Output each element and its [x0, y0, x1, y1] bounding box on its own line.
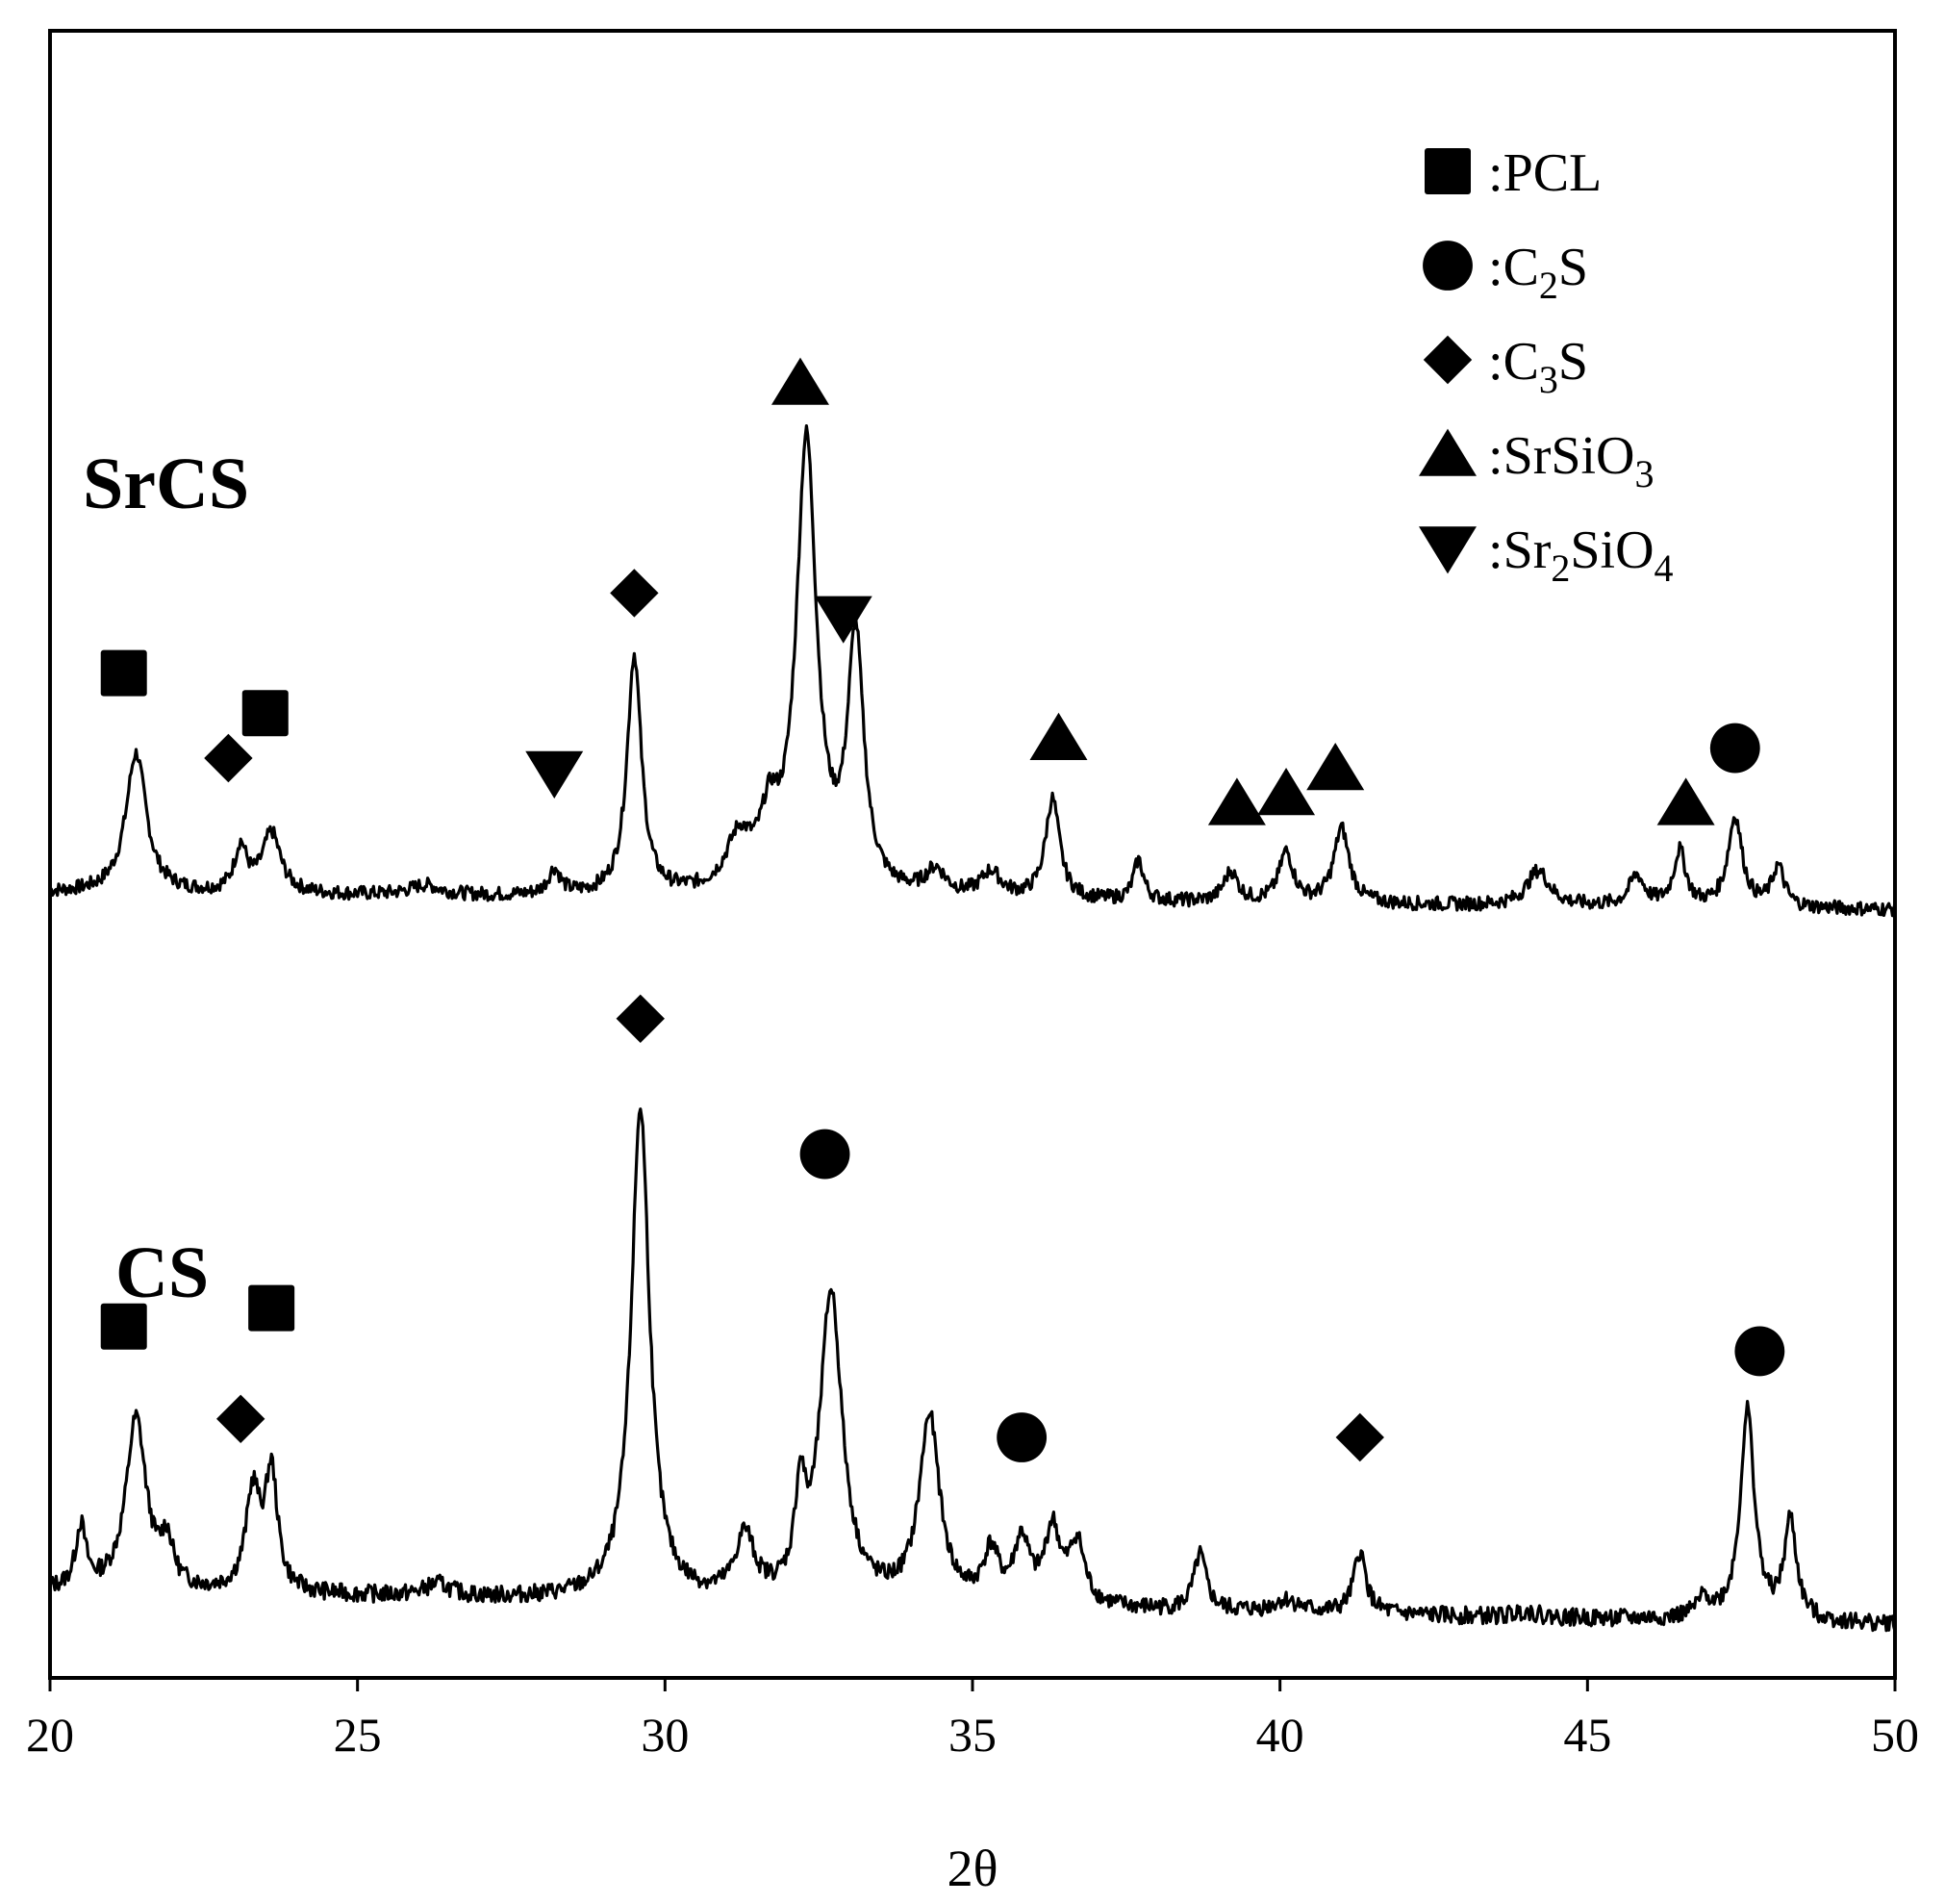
trace-cs [48, 1107, 1897, 1633]
x-tick-label-50: 50 [1871, 1708, 1919, 1762]
marker-srcs-square-0 [100, 649, 147, 697]
x-tick-label-40: 40 [1256, 1708, 1304, 1762]
series-labels: SrCS CS [83, 444, 249, 1313]
x-axis-title: 2θ [947, 1840, 998, 1897]
series-label-cs: CS [115, 1232, 209, 1313]
x-tick-label-20: 20 [26, 1708, 74, 1762]
legend-label-triangle-up: :SrSiO3 [1488, 426, 1655, 495]
marker-cs-square-2 [248, 1284, 295, 1332]
legend-label-triangle-down: :Sr2SiO4 [1488, 520, 1674, 590]
marker-cs-circle-5 [997, 1412, 1048, 1462]
marker-srcs-triangle-up-10 [1306, 743, 1365, 791]
marker-cs-diamond-3 [616, 994, 665, 1043]
marker-cs-diamond-6 [1335, 1412, 1384, 1462]
legend-marker-triangle-down [1419, 526, 1477, 574]
marker-srcs-triangle-down-6 [814, 596, 872, 644]
marker-cs-diamond-1 [215, 1394, 265, 1443]
xrd-traces [48, 424, 1897, 1633]
peak-markers [100, 357, 1785, 1462]
marker-srcs-diamond-4 [610, 569, 659, 618]
marker-srcs-square-2 [241, 690, 289, 737]
marker-srcs-triangle-down-3 [525, 750, 584, 799]
legend-marker-triangle-up [1419, 428, 1477, 476]
marker-srcs-triangle-up-9 [1257, 768, 1316, 816]
legend-marker-diamond [1423, 335, 1473, 385]
plot-frame [48, 29, 1897, 1680]
marker-srcs-circle-12 [1709, 723, 1760, 774]
series-label-srcs: SrCS [83, 444, 249, 524]
marker-srcs-triangle-up-7 [1029, 712, 1088, 760]
x-tick-label-35: 35 [948, 1708, 997, 1762]
marker-srcs-triangle-up-11 [1656, 777, 1715, 825]
x-tick-label-25: 25 [334, 1708, 382, 1762]
marker-srcs-diamond-1 [204, 733, 253, 783]
x-axis-ticks: 20 25 30 35 40 45 50 [26, 1678, 1919, 1762]
marker-cs-circle-4 [799, 1129, 850, 1180]
legend-label-square: :PCL [1488, 143, 1602, 203]
x-tick-label-45: 45 [1563, 1708, 1611, 1762]
x-tick-label-30: 30 [641, 1708, 689, 1762]
legend: :PCL :C2S :C3S :SrSiO3 :Sr2SiO4 [1419, 143, 1674, 590]
marker-srcs-triangle-up-8 [1207, 777, 1266, 825]
legend-marker-square [1425, 148, 1471, 194]
legend-label-circle: :C2S [1488, 238, 1588, 307]
marker-srcs-triangle-up-5 [770, 357, 829, 405]
marker-cs-square-0 [100, 1303, 147, 1350]
legend-marker-circle [1423, 241, 1473, 291]
legend-label-diamond: :C3S [1488, 332, 1588, 401]
marker-cs-circle-7 [1734, 1326, 1785, 1377]
trace-srcs [48, 424, 1897, 918]
